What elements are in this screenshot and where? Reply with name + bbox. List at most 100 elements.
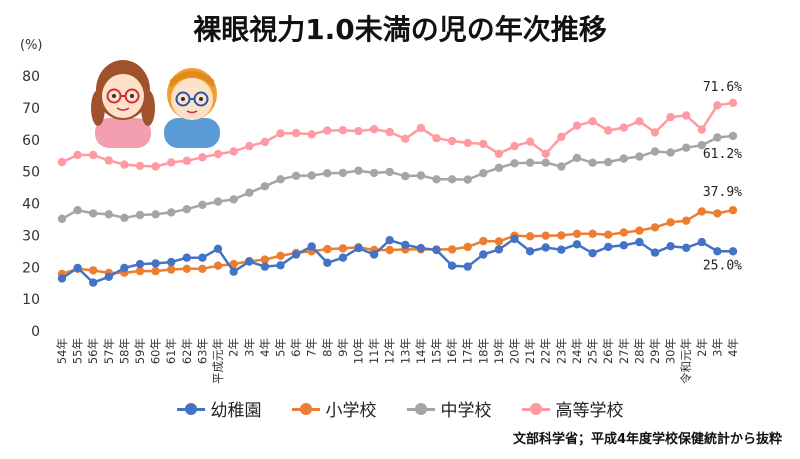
data-point <box>401 240 410 250</box>
data-point <box>354 166 363 175</box>
data-point <box>120 160 129 169</box>
data-point <box>541 158 550 167</box>
data-point <box>369 168 379 178</box>
children-illustration <box>91 60 220 148</box>
data-point <box>213 197 223 206</box>
x-tick-label: 25年 <box>586 338 600 364</box>
data-point <box>167 257 176 267</box>
data-point <box>619 123 628 132</box>
legend-item-junior-high: 中学校 <box>406 396 492 421</box>
x-tick-label: 12年 <box>383 338 397 364</box>
y-axis: 0 10 20 30 40 50 60 70 80 <box>22 69 40 340</box>
legend-item-kindergarten: 幼稚園 <box>176 396 262 421</box>
x-tick-label: 63年 <box>195 338 209 364</box>
series-layer <box>57 98 738 287</box>
legend-swatch <box>291 402 320 416</box>
y-tick-label: 60 <box>22 133 40 149</box>
data-point <box>572 121 582 130</box>
data-point <box>73 206 82 215</box>
data-point <box>713 247 722 256</box>
data-point <box>307 130 316 139</box>
data-point <box>135 259 145 269</box>
data-point <box>447 245 457 254</box>
chart-title: 裸眼視力1.0未満の児の年次推移 <box>193 13 607 46</box>
data-point <box>135 266 145 276</box>
legend: 幼稚園 小学校 中学校 高等学校 <box>0 396 800 421</box>
data-point <box>385 236 394 245</box>
x-tick-label: 15年 <box>430 338 444 364</box>
data-point <box>385 167 394 177</box>
x-tick-label: 60年 <box>149 338 163 364</box>
data-point <box>588 229 597 238</box>
x-tick-label: 7年 <box>305 338 319 357</box>
data-point <box>494 237 504 246</box>
data-point <box>89 150 98 160</box>
data-point <box>494 163 504 172</box>
data-point <box>213 261 223 270</box>
data-point <box>588 249 597 258</box>
data-point <box>541 243 550 252</box>
x-tick-label: 58年 <box>117 338 131 364</box>
series-line <box>61 134 734 220</box>
data-point <box>369 250 379 259</box>
data-point <box>151 259 160 268</box>
data-point <box>416 171 426 180</box>
data-point <box>57 157 67 167</box>
data-point <box>338 253 348 262</box>
data-point <box>604 230 613 239</box>
data-point <box>588 117 597 126</box>
data-point <box>682 111 691 120</box>
legend-swatch <box>176 402 205 416</box>
data-point <box>525 232 535 241</box>
data-point <box>650 128 660 137</box>
data-point <box>276 261 285 270</box>
data-point <box>182 253 191 262</box>
data-point <box>650 248 660 257</box>
data-point <box>557 162 566 171</box>
data-point <box>494 149 504 158</box>
data-point <box>541 149 550 158</box>
data-point <box>307 242 316 251</box>
x-tick-label: 21年 <box>523 338 537 364</box>
x-tick-label: 17年 <box>461 338 475 364</box>
x-tick-label: 2年 <box>227 338 241 357</box>
data-point <box>213 149 223 159</box>
data-point <box>323 169 332 178</box>
data-point <box>728 247 738 256</box>
data-point <box>635 237 644 247</box>
data-point <box>447 136 457 146</box>
data-point <box>432 175 441 184</box>
x-tick-label: 13年 <box>398 338 412 364</box>
data-point <box>73 150 82 160</box>
data-point <box>135 210 145 220</box>
data-point <box>307 171 316 180</box>
data-point <box>432 134 441 143</box>
x-tick-label: 55年 <box>71 338 85 364</box>
data-point <box>682 216 691 225</box>
data-point <box>260 137 270 147</box>
data-point <box>728 206 738 215</box>
x-tick-label: 3年 <box>242 338 256 357</box>
data-point <box>666 112 675 122</box>
legend-label: 幼稚園 <box>210 401 262 421</box>
y-tick-label: 0 <box>31 324 40 340</box>
x-tick-label: 23年 <box>554 338 568 364</box>
data-point <box>89 278 98 287</box>
data-point <box>198 200 207 209</box>
x-tick-label: 19年 <box>492 338 506 364</box>
data-point <box>510 234 519 244</box>
data-point <box>245 257 254 266</box>
data-point <box>557 231 566 240</box>
data-point <box>697 237 706 247</box>
data-point <box>276 129 285 138</box>
x-tick-label: 28年 <box>632 338 646 364</box>
data-point <box>276 251 285 260</box>
data-point <box>323 126 332 135</box>
data-point <box>416 243 426 253</box>
data-point <box>666 218 675 227</box>
x-tick-label: 56年 <box>86 338 100 364</box>
data-point <box>525 158 535 167</box>
series-line <box>61 237 733 284</box>
data-point <box>89 209 98 218</box>
data-point <box>432 245 441 255</box>
